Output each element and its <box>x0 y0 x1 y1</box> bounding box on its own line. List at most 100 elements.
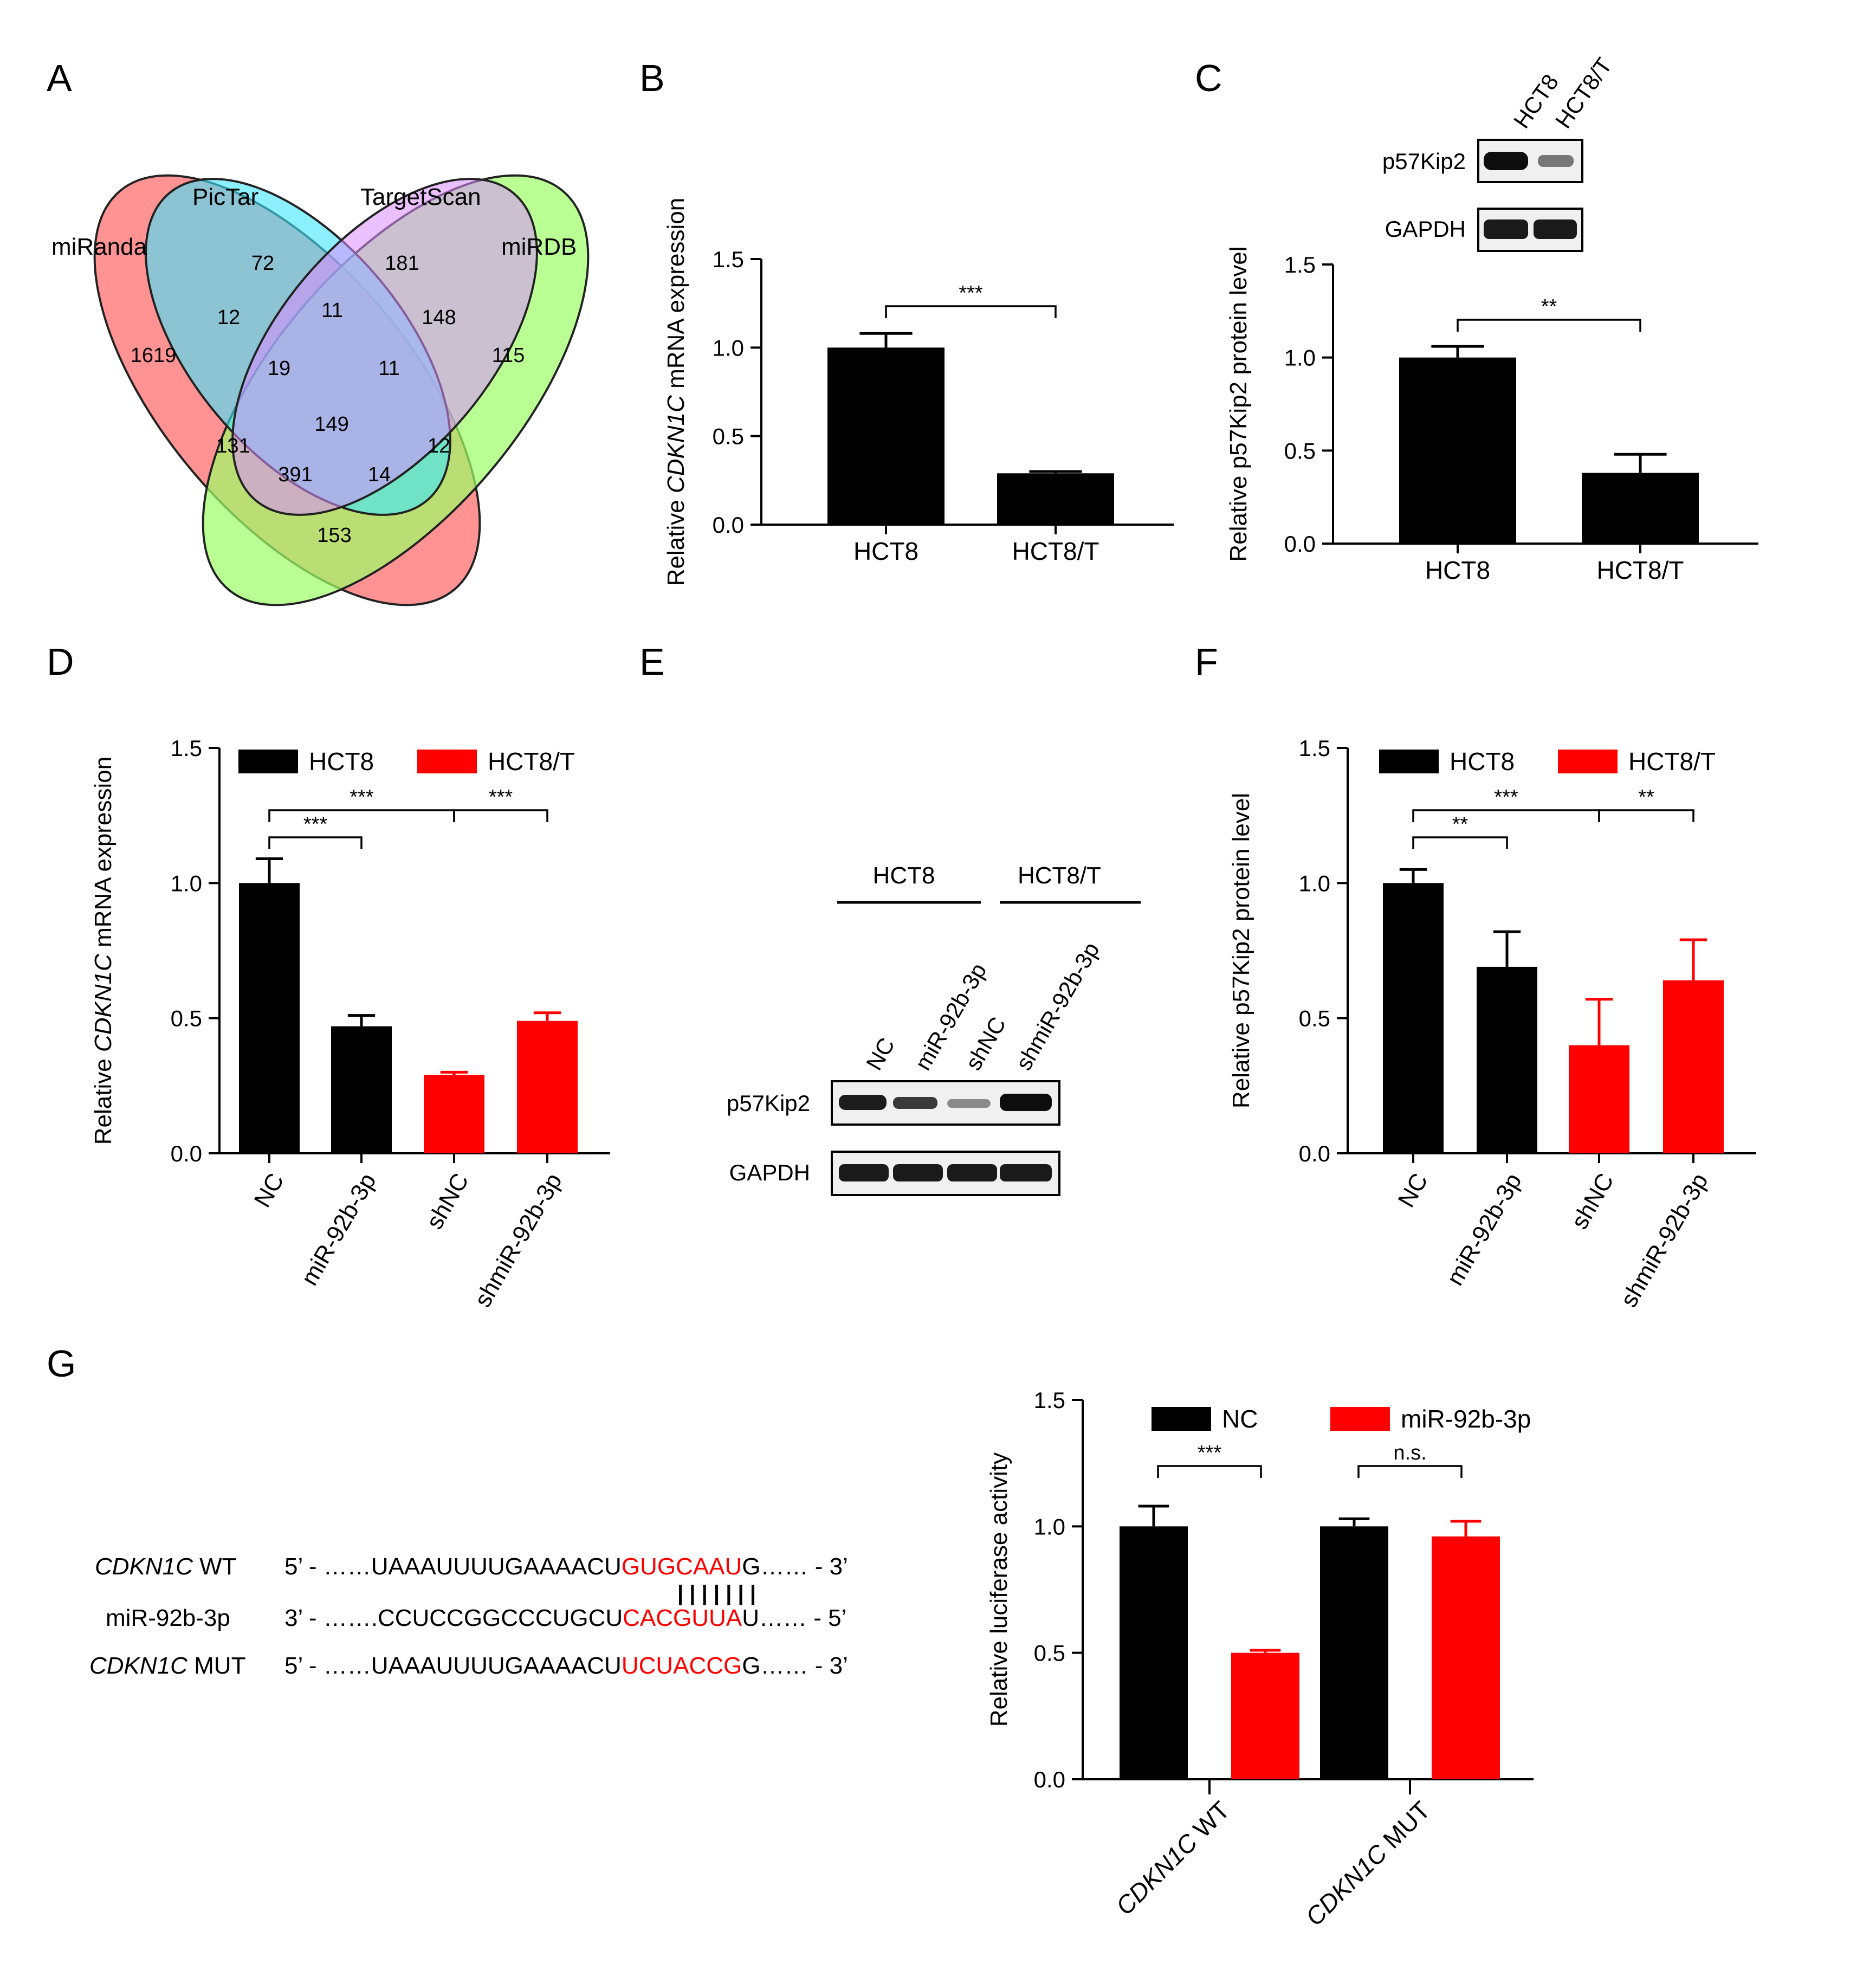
venn-label-miranda: miRanda <box>51 234 147 260</box>
blot-e-band-p57-shmir <box>1000 1094 1052 1111</box>
blot-e-lane-label-shmir: shmiR-92b-3p <box>1011 938 1104 1075</box>
legend-label-g-1: miR-92b-3p <box>1401 1405 1531 1433</box>
blot-c-band-gapdh-lane2 <box>1534 219 1577 239</box>
bar-f-2 <box>1569 1045 1629 1153</box>
blot-e-band-gapdh-shmir <box>1000 1164 1052 1181</box>
y-tick-label-b-0: 0.0 <box>713 512 744 538</box>
significance-bracket-d-2-label: *** <box>489 786 513 809</box>
significance-bracket-f-0 <box>1412 836 1508 849</box>
venn-label-pictar: PicTar <box>192 184 258 210</box>
chart-c: 0.0 0.5 1.0 1.5 Relative p57Kip2 protein lev… <box>1225 246 1758 584</box>
significance-bracket-d-2 <box>453 809 548 822</box>
bar-g-0-1 <box>1231 1652 1299 1779</box>
blot-e-row-label-gapdh: GAPDH <box>729 1160 810 1185</box>
y-tick-label-f-3: 1.5 <box>1299 735 1330 761</box>
y-axis-label-part-b-1: CDKN1C <box>663 395 689 493</box>
seq-wt-tag: WT <box>193 1553 237 1580</box>
legend-swatch-d-1 <box>417 750 477 773</box>
y-axis-label-c: Relative p57Kip2 protein level <box>1225 246 1252 561</box>
bar-d-3 <box>517 1021 578 1153</box>
significance-bracket-f-2 <box>1598 809 1694 822</box>
legend-swatch-d-0 <box>238 750 298 773</box>
y-axis-label-part-d-2: mRNA expression <box>90 757 117 954</box>
blot-e-band-gapdh-mir <box>893 1164 943 1181</box>
seq-mir-red: CACGUUA <box>623 1605 742 1631</box>
x-tick-label-f-2: shNC <box>1566 1169 1619 1234</box>
seq-wt-end5: 5’ - <box>284 1553 324 1580</box>
blot-e-band-gapdh-nc <box>839 1164 889 1181</box>
x-tick-label-f-1: miR-92b-3p <box>1441 1169 1526 1290</box>
venn-count-miranda-targetscan: 131 <box>216 435 250 457</box>
y-tick-label-b-1: 0.5 <box>713 424 744 449</box>
seq-wt-post: G…… - 3’ <box>742 1553 848 1580</box>
y-axis-label-g: Relative luciferase activity <box>986 1452 1012 1727</box>
x-tick-label-g-0: CDKN1C WT <box>1110 1796 1235 1920</box>
blot-e-row-label-p57: p57Kip2 <box>727 1090 810 1116</box>
venn-label-mirdb: miRDB <box>501 234 577 260</box>
significance-bracket-d-0-label: *** <box>303 813 328 836</box>
blot-c-lane-label-2: HCT8/T <box>1550 53 1617 133</box>
bar-d-1 <box>331 1026 392 1153</box>
blot-e-group-label-hct8: HCT8 <box>873 862 935 889</box>
blot-e-lane-label-shnc: shNC <box>960 1012 1011 1074</box>
seq-row-wt: CDKN1C WT <box>95 1553 237 1580</box>
seq-wt-red: GUGCAAU <box>622 1553 742 1580</box>
y-tick-label-c-3: 1.5 <box>1284 252 1316 277</box>
legend-swatch-f-0 <box>1379 750 1439 773</box>
legend-swatch-f-1 <box>1558 750 1618 773</box>
venn-count-targetscan-only: 181 <box>385 252 419 275</box>
legend-label-f-1: HCT8/T <box>1628 747 1716 776</box>
seq-mir-tag: miR-92b-3p <box>106 1605 230 1631</box>
seq-wt-gene: CDKN1C <box>95 1553 193 1580</box>
y-axis-label-part-b-0: Relative <box>663 493 689 586</box>
venn-count-pictar-only: 72 <box>251 252 274 275</box>
panel-label-b: B <box>639 57 665 99</box>
venn-label-targetscan: TargetScan <box>360 184 481 210</box>
y-axis-label-d: Relative CDKN1C mRNA expression <box>90 757 117 1145</box>
seq-row-mut-seq: 5’ - ……UAAAUUUUGAAAACUUCUACCGG…… - 3’ <box>284 1652 848 1679</box>
blot-e-band-p57-mir <box>893 1097 937 1109</box>
chart-g: 0.0 0.5 1.0 1.5 Relative luciferase activity… <box>986 1387 1534 1931</box>
blot-e-band-gapdh-shnc <box>947 1164 997 1181</box>
seq-mir-end5: 3’ - <box>284 1605 324 1631</box>
legend-label-d-0: HCT8 <box>309 747 374 776</box>
significance-bracket-f-2-label: ** <box>1638 786 1654 809</box>
seq-mut-gene: CDKN1C <box>89 1652 188 1679</box>
significance-bracket-f-1 <box>1412 809 1600 822</box>
y-axis-label-f: Relative p57Kip2 protein level <box>1228 793 1254 1108</box>
y-tick-label-d-1: 0.5 <box>171 1006 202 1031</box>
x-tick-label-f-0: NC <box>1393 1169 1433 1212</box>
y-tick-label-g-1: 0.5 <box>1034 1641 1065 1666</box>
blot-c-band-p57-lane2 <box>1538 155 1574 167</box>
blot-e-band-p57-nc <box>839 1095 887 1110</box>
venn-count-pictar-targetscan-mirdb: 11 <box>378 357 399 380</box>
venn-count-miranda-pictar: 12 <box>217 306 240 329</box>
bar-f-0 <box>1383 883 1444 1153</box>
blot-e-lane-label-nc: NC <box>861 1033 900 1074</box>
x-tick-label-d-1: miR-92b-3p <box>296 1169 381 1290</box>
significance-bracket-b-0 <box>885 305 1057 318</box>
significance-bracket-g-1 <box>1357 1465 1463 1478</box>
x-tick-label-c-1: HCT8/T <box>1597 556 1684 584</box>
panel-label-a: A <box>47 57 72 99</box>
venn-count-miranda-targetscan-mirdb: 391 <box>278 463 312 486</box>
y-tick-label-f-2: 1.0 <box>1299 870 1330 896</box>
western-blot-e: HCT8 HCT8/T NC miR-92b-3p shNC shmiR-92b… <box>727 862 1141 1196</box>
x-tick-label-b-1: HCT8/T <box>1012 537 1099 565</box>
significance-bracket-c-0 <box>1457 319 1641 332</box>
blot-c-row-label-p57: p57Kip2 <box>1382 148 1466 174</box>
blot-c-row-label-gapdh: GAPDH <box>1385 216 1466 242</box>
significance-bracket-d-0 <box>268 836 363 849</box>
seq-row-mut: CDKN1C MUT <box>89 1652 245 1679</box>
chart-d: 0.0 0.5 1.0 1.5 Relative CDKN1C mRNA express… <box>90 735 610 1312</box>
y-tick-label-f-1: 0.5 <box>1299 1006 1330 1031</box>
y-axis-label-b: Relative CDKN1C mRNA expression <box>663 198 689 586</box>
panel-label-f: F <box>1195 641 1218 683</box>
legend-label-f-0: HCT8 <box>1450 747 1515 776</box>
x-tick-label-part-g-0-0: CDKN1C <box>1110 1828 1203 1920</box>
panel-label-d: D <box>47 641 74 683</box>
x-tick-label-c-0: HCT8 <box>1425 556 1490 584</box>
seq-row-mir-seq: 3’ - …….CCUCCGGCCCUGCUCACGUUAU…… - 5’ <box>284 1605 846 1631</box>
significance-bracket-g-0 <box>1157 1465 1262 1478</box>
